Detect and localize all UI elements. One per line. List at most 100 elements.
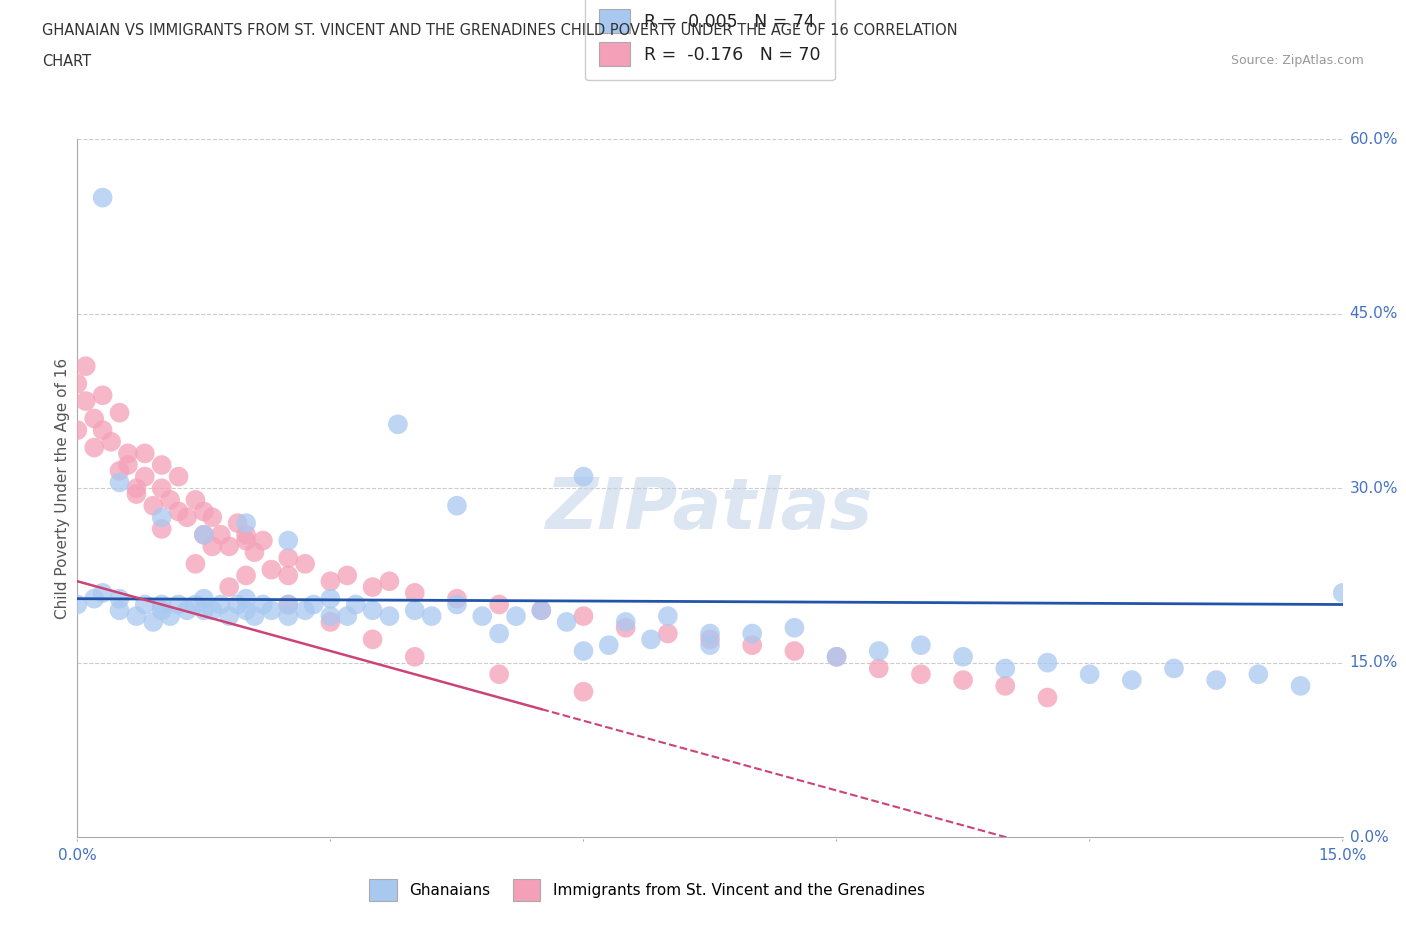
Point	[614, 615, 637, 630]
Point	[235, 603, 257, 618]
Point	[260, 562, 283, 577]
Point	[167, 469, 190, 484]
Point	[91, 586, 114, 601]
Point	[277, 597, 299, 612]
Point	[572, 644, 595, 658]
Point	[598, 638, 620, 653]
Point	[235, 568, 257, 583]
Point	[117, 458, 139, 472]
Point	[66, 422, 89, 438]
Point	[184, 597, 207, 612]
Point	[404, 649, 426, 664]
Point	[1247, 667, 1270, 682]
Point	[235, 515, 257, 530]
Point	[209, 597, 232, 612]
Point	[150, 458, 173, 472]
Point	[387, 417, 409, 432]
Point	[640, 632, 662, 647]
Point	[319, 574, 342, 589]
Point	[741, 638, 763, 653]
Point	[1078, 667, 1101, 682]
Point	[201, 603, 224, 618]
Point	[336, 568, 359, 583]
Point	[134, 446, 156, 461]
Point	[302, 597, 325, 612]
Point	[572, 469, 595, 484]
Point	[83, 440, 105, 455]
Point	[75, 359, 97, 374]
Point	[1205, 672, 1227, 687]
Point	[1163, 661, 1185, 676]
Point	[361, 632, 384, 647]
Point	[252, 597, 274, 612]
Point	[150, 481, 173, 496]
Point	[868, 644, 890, 658]
Point	[699, 638, 721, 653]
Point	[235, 591, 257, 606]
Point	[741, 626, 763, 641]
Point	[226, 597, 249, 612]
Point	[193, 504, 215, 519]
Point	[1036, 655, 1059, 670]
Point	[319, 615, 342, 630]
Point	[825, 649, 848, 664]
Point	[150, 522, 173, 537]
Text: 15.0%: 15.0%	[1319, 848, 1367, 863]
Point	[167, 504, 190, 519]
Point	[226, 515, 249, 530]
Point	[657, 609, 679, 624]
Point	[994, 661, 1017, 676]
Point	[218, 609, 240, 624]
Point	[910, 638, 932, 653]
Point	[1331, 586, 1354, 601]
Point	[572, 684, 595, 699]
Point	[218, 579, 240, 594]
Point	[294, 603, 316, 618]
Text: 0.0%: 0.0%	[58, 848, 97, 863]
Point	[150, 510, 173, 525]
Point	[108, 591, 131, 606]
Point	[361, 579, 384, 594]
Point	[159, 609, 181, 624]
Point	[378, 574, 401, 589]
Point	[336, 609, 359, 624]
Point	[294, 556, 316, 571]
Text: 30.0%: 30.0%	[1350, 481, 1398, 496]
Point	[125, 609, 148, 624]
Point	[108, 475, 131, 490]
Point	[446, 498, 468, 513]
Point	[783, 644, 806, 658]
Point	[201, 510, 224, 525]
Point	[108, 405, 131, 420]
Point	[235, 533, 257, 548]
Text: ZIPatlas: ZIPatlas	[547, 474, 873, 544]
Y-axis label: Child Poverty Under the Age of 16: Child Poverty Under the Age of 16	[55, 358, 70, 618]
Point	[530, 603, 553, 618]
Point	[952, 672, 974, 687]
Point	[783, 620, 806, 635]
Text: 45.0%: 45.0%	[1350, 306, 1398, 322]
Point	[699, 632, 721, 647]
Point	[277, 551, 299, 565]
Point	[125, 486, 148, 501]
Point	[66, 376, 89, 391]
Point	[176, 510, 198, 525]
Point	[277, 533, 299, 548]
Text: 0.0%: 0.0%	[1350, 830, 1388, 844]
Point	[193, 603, 215, 618]
Point	[209, 527, 232, 542]
Point	[1289, 679, 1312, 694]
Point	[344, 597, 367, 612]
Point	[91, 388, 114, 403]
Point	[404, 603, 426, 618]
Text: CHART: CHART	[42, 54, 91, 69]
Point	[530, 603, 553, 618]
Point	[176, 603, 198, 618]
Point	[488, 626, 510, 641]
Point	[825, 649, 848, 664]
Legend: Ghanaians, Immigrants from St. Vincent and the Grenadines: Ghanaians, Immigrants from St. Vincent a…	[357, 867, 936, 913]
Point	[125, 481, 148, 496]
Point	[910, 667, 932, 682]
Point	[572, 609, 595, 624]
Point	[91, 422, 114, 438]
